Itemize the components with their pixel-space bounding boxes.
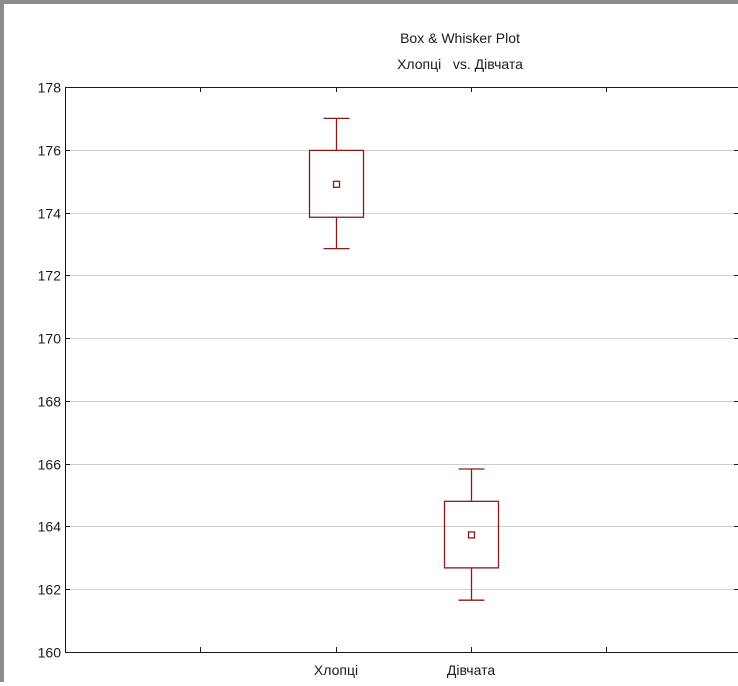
center-marker (334, 181, 340, 187)
y-tick-label-166: 166 (38, 457, 62, 473)
box-whisker-chart: Box & Whisker Plot Хлопці vs. Дівчата 16… (4, 4, 738, 686)
y-tick-label-164: 164 (38, 519, 62, 535)
y-tick-label-170: 170 (38, 331, 62, 347)
x-tick-label-1: Хлопці (314, 662, 358, 678)
plot-area-border (66, 88, 738, 653)
x-tick-label-2: Дівчата (447, 662, 495, 678)
box-body (310, 150, 364, 217)
y-tick-label-172: 172 (38, 268, 62, 284)
y-tick-label-174: 174 (38, 206, 62, 222)
chart-title: Box & Whisker Plot (400, 30, 520, 46)
center-marker (469, 532, 475, 538)
y-tick-label-160: 160 (38, 645, 62, 661)
box-1 (310, 118, 364, 248)
y-tick-label-178: 178 (38, 80, 62, 96)
box-body (445, 501, 499, 568)
tick-labels: 160 162 164 166 168 170 172 174 176 178 Хлопці Дівч… (38, 80, 496, 679)
grid-lines (65, 151, 738, 590)
box-2 (445, 469, 499, 600)
y-tick-label-162: 162 (38, 582, 62, 598)
axes (65, 87, 738, 653)
box-series (310, 118, 499, 600)
chart-subtitle: Хлопці vs. Дівчата (397, 56, 523, 72)
y-tick-label-168: 168 (38, 394, 62, 410)
y-tick-label-176: 176 (38, 143, 62, 159)
